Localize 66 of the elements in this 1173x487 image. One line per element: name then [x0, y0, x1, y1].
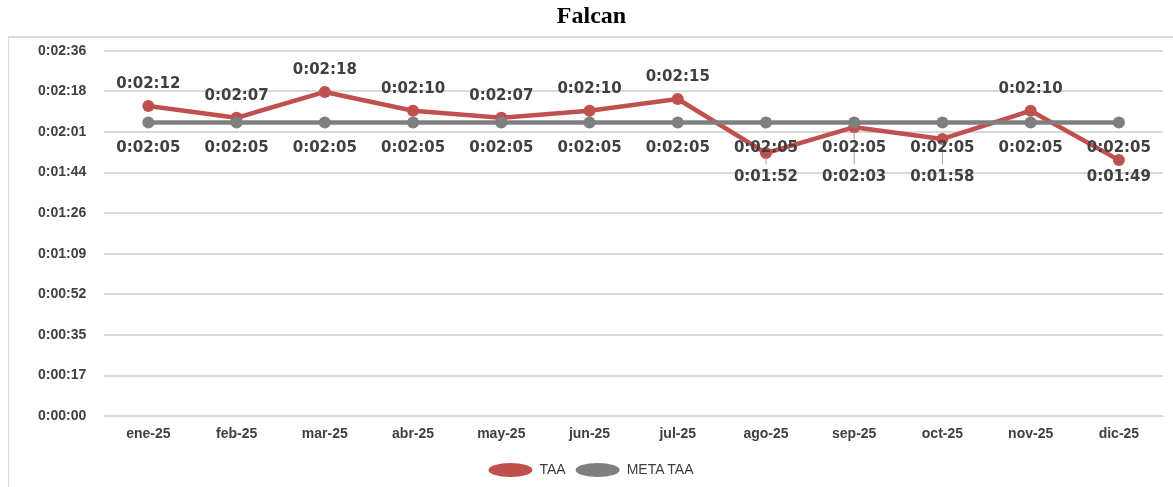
- point: [759, 116, 772, 129]
- data-label: 0:02:05: [998, 137, 1063, 156]
- data-label: 0:01:49: [1086, 166, 1151, 185]
- data-label: 0:02:05: [645, 137, 710, 156]
- data-label: 0:01:58: [910, 166, 975, 185]
- legend-label: META TAA: [626, 460, 695, 477]
- y-tick-label: 0:01:09: [37, 244, 87, 261]
- data-label: 0:02:05: [292, 137, 357, 156]
- x-tick-label: ene-25: [126, 425, 171, 442]
- data-label: 0:02:12: [116, 74, 181, 93]
- point: [936, 116, 949, 129]
- point: [142, 116, 155, 129]
- data-label: 0:02:07: [204, 86, 269, 105]
- data-label: 0:02:07: [469, 86, 534, 105]
- x-tick-label: nov-25: [1008, 425, 1054, 442]
- point: [495, 116, 508, 129]
- chart-title: Falcan: [556, 1, 627, 28]
- x-tick-label: may-25: [477, 425, 526, 442]
- data-label: 0:02:05: [380, 137, 446, 156]
- point: [671, 116, 684, 129]
- y-tick-label: 0:02:18: [37, 82, 87, 99]
- point: [1024, 104, 1037, 117]
- y-tick-label: 0:02:01: [37, 122, 87, 139]
- point: [1112, 154, 1125, 167]
- point: [671, 93, 684, 106]
- data-label: 0:01:52: [733, 166, 799, 185]
- point: [848, 116, 861, 129]
- x-tick-label: ago-25: [743, 425, 789, 442]
- data-label: 0:02:18: [292, 60, 357, 79]
- point: [142, 100, 155, 113]
- y-tick-label: 0:02:36: [37, 41, 87, 58]
- y-tick-label: 0:00:00: [37, 407, 87, 424]
- data-label: 0:02:05: [910, 137, 975, 156]
- point: [1112, 116, 1125, 129]
- point: [230, 116, 243, 129]
- data-label: 0:02:10: [998, 79, 1063, 98]
- y-tick-label: 0:01:26: [37, 204, 87, 221]
- x-tick-label: dic-25: [1098, 425, 1140, 442]
- point: [318, 116, 331, 129]
- x-tick-label: feb-25: [215, 425, 258, 442]
- x-tick-label: mar-25: [301, 425, 348, 442]
- data-label: 0:02:05: [116, 137, 181, 156]
- x-tick-label: jun-25: [567, 425, 611, 442]
- y-tick-label: 0:00:17: [37, 366, 87, 383]
- data-label: 0:02:03: [822, 166, 887, 185]
- y-tick-label: 0:01:44: [37, 163, 87, 180]
- x-tick-label: abr-25: [392, 425, 435, 442]
- point: [407, 104, 420, 117]
- y-tick-label: 0:00:35: [37, 325, 87, 342]
- x-tick-label: jul-25: [658, 425, 697, 442]
- data-label: 0:02:05: [557, 137, 622, 156]
- data-label: 0:02:05: [469, 137, 534, 156]
- data-label: 0:02:10: [557, 79, 622, 98]
- data-label: 0:02:05: [822, 137, 887, 156]
- data-label: 0:02:15: [645, 67, 710, 86]
- data-label: 0:02:05: [204, 137, 269, 156]
- point: [583, 104, 596, 117]
- x-tick-label: oct-25: [921, 425, 964, 442]
- point: [583, 116, 596, 129]
- point: [1024, 116, 1037, 129]
- legend-label: TAA: [539, 460, 567, 477]
- data-label: 0:02:10: [380, 79, 446, 98]
- point: [407, 116, 420, 129]
- y-tick-label: 0:00:52: [37, 285, 87, 302]
- x-tick-label: sep-25: [832, 425, 877, 442]
- point: [318, 85, 331, 98]
